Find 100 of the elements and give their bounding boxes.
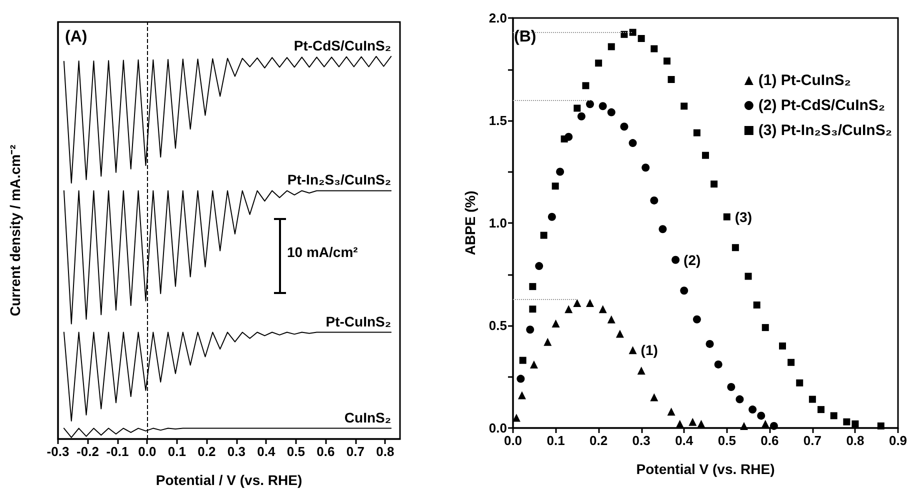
- point: [608, 43, 615, 50]
- x-tick-label: 0.3: [227, 444, 246, 459]
- point: [556, 168, 564, 176]
- point: [586, 298, 594, 307]
- point: [560, 135, 568, 142]
- point: [628, 346, 637, 354]
- point: [544, 338, 552, 346]
- y-tick-label: 1.0: [488, 216, 507, 230]
- annotation: (1): [640, 342, 658, 358]
- point: [664, 58, 670, 65]
- x-tick-label: -0.2: [76, 444, 99, 459]
- point: [586, 100, 594, 108]
- point: [650, 196, 658, 204]
- point: [830, 412, 838, 420]
- point: [702, 152, 709, 159]
- y-tick-label: 2.0: [488, 10, 507, 26]
- annotation: (3): [734, 208, 752, 225]
- point: [761, 420, 770, 428]
- chart-title: (A): [65, 28, 88, 46]
- y-tick-label: 0.5: [488, 318, 507, 333]
- point: [672, 256, 680, 264]
- point: [667, 408, 676, 416]
- point: [530, 360, 538, 368]
- point: [680, 286, 688, 295]
- point: [540, 232, 548, 239]
- point: [723, 213, 730, 220]
- point: [529, 306, 536, 313]
- point: [736, 395, 744, 404]
- point: [710, 180, 718, 188]
- point: [877, 422, 884, 430]
- point: [688, 418, 697, 426]
- y-axis-title: Current density / mA.cm⁻²: [7, 144, 23, 316]
- point: [697, 420, 706, 428]
- point: [650, 393, 658, 402]
- point: [753, 302, 760, 308]
- x-tick-label: 0.2: [590, 433, 608, 448]
- x-tick-label: 0.1: [168, 444, 186, 459]
- point: [818, 406, 824, 414]
- point: [740, 422, 748, 430]
- point: [692, 315, 701, 324]
- point: [638, 35, 645, 42]
- point: [518, 391, 526, 400]
- x-tick-label: 0.8: [376, 444, 394, 459]
- point: [526, 326, 534, 334]
- point: [852, 420, 859, 428]
- point: [629, 28, 636, 36]
- point: [620, 122, 628, 131]
- point: [620, 30, 628, 38]
- point: [762, 324, 769, 332]
- y-axis-title: ABPE (%): [462, 190, 478, 256]
- x-tick-label: 0.0: [138, 444, 156, 459]
- point: [577, 112, 586, 120]
- point: [796, 379, 804, 386]
- point: [748, 406, 757, 414]
- x-tick-label: 0.4: [675, 433, 694, 448]
- point: [843, 418, 850, 426]
- legend-label: (3) Pt-In₂S₃/CuInS₂: [758, 122, 892, 139]
- point: [637, 366, 646, 375]
- point: [744, 272, 752, 280]
- point: [788, 358, 795, 366]
- annotation: 10 mA/cm²: [287, 244, 358, 260]
- x-axis-title: Potential / V (vs. RHE): [156, 472, 302, 488]
- point: [757, 412, 766, 420]
- point: [779, 342, 786, 350]
- legend-label: (1) Pt-CuInS₂: [758, 72, 851, 89]
- x-tick-label: -0.3: [46, 444, 70, 459]
- x-tick-label: 0.7: [803, 433, 822, 448]
- point: [714, 360, 722, 368]
- point: [650, 45, 658, 52]
- text: (B): [514, 28, 536, 46]
- x-tick-label: 0.4: [257, 444, 276, 459]
- x-tick-label: 0.6: [760, 433, 779, 448]
- point: [732, 244, 739, 252]
- y-tick-label: 0.0: [488, 420, 507, 436]
- point: [727, 383, 736, 391]
- point: [616, 330, 624, 338]
- annotation: (2): [684, 252, 701, 268]
- point: [808, 396, 816, 403]
- point: [552, 319, 560, 328]
- point: [582, 82, 590, 90]
- point: [706, 340, 714, 348]
- point: [564, 305, 573, 314]
- point: [574, 104, 581, 112]
- point: [516, 374, 525, 383]
- point: [642, 164, 650, 172]
- point: [607, 108, 616, 116]
- point: [598, 305, 607, 314]
- x-axis-title: Potential V (vs. RHE): [636, 461, 775, 477]
- x-tick-label: 0.0: [504, 433, 522, 448]
- x-tick-label: 0.8: [846, 433, 864, 448]
- series-label: Pt-CuInS₂: [326, 313, 392, 330]
- x-tick-label: 0.5: [718, 433, 736, 448]
- point: [548, 212, 556, 221]
- point: [519, 356, 526, 364]
- series-label: Pt-In₂S₃/CuInS₂: [287, 172, 392, 188]
- point: [535, 262, 544, 270]
- y-tick-label: 1.5: [488, 113, 507, 128]
- point: [668, 76, 675, 83]
- point: [628, 139, 637, 148]
- x-tick-label: 0.9: [888, 433, 908, 448]
